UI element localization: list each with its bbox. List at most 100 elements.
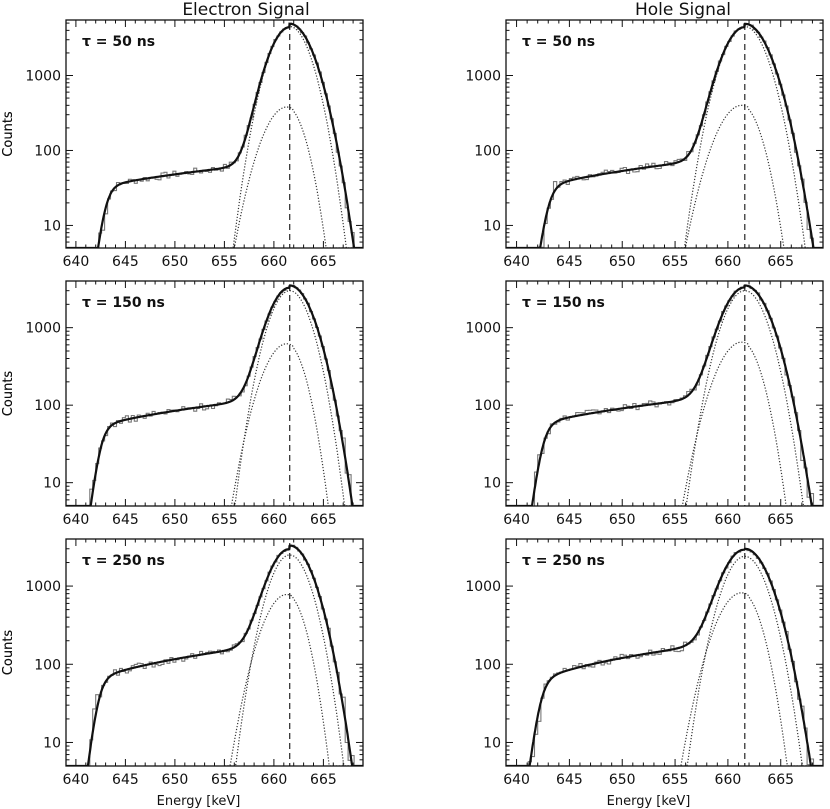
plot-area bbox=[66, 22, 363, 248]
tail-component bbox=[224, 593, 353, 766]
x-tick-label: 650 bbox=[162, 254, 189, 270]
total-fit bbox=[506, 547, 823, 766]
x-tick-label: 655 bbox=[211, 772, 238, 788]
x-tick-label: 665 bbox=[767, 772, 794, 788]
x-tick-label: 655 bbox=[662, 512, 689, 528]
y-tick-label: 1000 bbox=[25, 69, 61, 85]
tau-annotation: τ = 250 ns bbox=[522, 553, 605, 569]
y-tick-label: 10 bbox=[483, 735, 501, 751]
panel-electron-tau-150: 640 645 650 655 660 665 10 100 1000 Counts τ = 150… bbox=[1, 280, 364, 528]
plot-area bbox=[506, 284, 823, 506]
x-tick-label: 655 bbox=[211, 512, 238, 528]
histogram-series bbox=[66, 22, 363, 248]
x-tick-label: 655 bbox=[662, 772, 689, 788]
x-tick-label: 655 bbox=[211, 254, 238, 270]
y-tick-label: 100 bbox=[34, 398, 61, 414]
y-tick-label: 100 bbox=[474, 143, 501, 159]
x-tick-label: 665 bbox=[767, 512, 794, 528]
panel-electron-tau-250: 640 645 650 655 660 665 10 100 1000 Counts Energy … bbox=[1, 538, 364, 809]
y-tick-label: 1000 bbox=[465, 579, 501, 595]
plot-frame bbox=[65, 280, 364, 507]
y-tick-label: 100 bbox=[474, 657, 501, 673]
tau-annotation: τ = 50 ns bbox=[522, 34, 595, 50]
x-tick-label: 650 bbox=[609, 512, 636, 528]
y-tick-label: 1000 bbox=[25, 579, 61, 595]
y-tick-label: 1000 bbox=[465, 69, 501, 85]
total-fit bbox=[66, 22, 363, 248]
electron-column-title: Electron Signal bbox=[182, 0, 309, 20]
y-tick-label: 10 bbox=[483, 476, 501, 492]
tau-annotation: τ = 50 ns bbox=[82, 34, 155, 50]
plot-frame bbox=[505, 538, 824, 767]
y-axis-label: Counts bbox=[1, 371, 16, 417]
x-axis-label: Energy [keV] bbox=[607, 794, 691, 809]
y-axis-label: Counts bbox=[1, 630, 16, 676]
histogram-series bbox=[66, 284, 363, 506]
y-tick-label: 1000 bbox=[465, 321, 501, 337]
x-tick-label: 660 bbox=[715, 772, 742, 788]
tail-component bbox=[224, 343, 353, 506]
total-fit bbox=[506, 284, 823, 506]
x-tick-label: 660 bbox=[261, 254, 288, 270]
x-tick-label: 645 bbox=[556, 512, 583, 528]
x-tick-label: 655 bbox=[662, 254, 689, 270]
y-tick-label: 100 bbox=[474, 398, 501, 414]
y-tick-label: 10 bbox=[43, 735, 61, 751]
tau-annotation: τ = 150 ns bbox=[82, 295, 165, 311]
histogram-series bbox=[506, 284, 823, 506]
plot-frame bbox=[505, 19, 824, 249]
y-axis-label: Counts bbox=[1, 630, 16, 676]
total-fit bbox=[66, 284, 363, 506]
x-tick-label: 660 bbox=[715, 254, 742, 270]
tau-annotation: τ = 250 ns bbox=[82, 553, 165, 569]
panels-layer: 640 645 650 655 660 665 10 100 1000 Counts τ = 50 … bbox=[1, 19, 824, 809]
x-tick-label: 660 bbox=[261, 772, 288, 788]
hole-column-title: Hole Signal bbox=[635, 0, 731, 20]
x-tick-label: 665 bbox=[310, 512, 337, 528]
x-tick-label: 650 bbox=[609, 772, 636, 788]
x-tick-label: 640 bbox=[63, 772, 90, 788]
plot-frame bbox=[65, 19, 364, 249]
panel-hole-tau-150: 640 645 650 655 660 665 10 100 1000 Counts τ = 150… bbox=[1, 280, 824, 528]
histogram-series bbox=[506, 549, 823, 766]
gaussian-component bbox=[675, 25, 812, 248]
y-axis-label: Counts bbox=[1, 371, 16, 417]
plot-area bbox=[506, 543, 823, 766]
y-tick-label: 1000 bbox=[25, 321, 61, 337]
y-tick-label: 10 bbox=[43, 218, 61, 234]
y-axis-label: Counts bbox=[1, 111, 16, 157]
panel-hole-tau-50: 640 645 650 655 660 665 10 100 1000 Counts τ = 50 … bbox=[1, 19, 824, 270]
x-tick-label: 640 bbox=[503, 254, 530, 270]
total-fit bbox=[66, 544, 363, 766]
y-tick-label: 10 bbox=[43, 476, 61, 492]
x-tick-label: 640 bbox=[503, 772, 530, 788]
y-tick-label: 100 bbox=[34, 657, 61, 673]
gaussian-component bbox=[675, 290, 812, 506]
x-tick-label: 665 bbox=[310, 254, 337, 270]
y-tick-label: 100 bbox=[34, 143, 61, 159]
plot-frame bbox=[505, 280, 824, 507]
x-tick-label: 665 bbox=[310, 772, 337, 788]
tau-annotation: τ = 150 ns bbox=[522, 295, 605, 311]
x-tick-label: 645 bbox=[112, 512, 139, 528]
x-tick-label: 645 bbox=[556, 254, 583, 270]
x-tick-label: 660 bbox=[261, 512, 288, 528]
tail-component bbox=[675, 592, 812, 766]
x-tick-label: 645 bbox=[112, 254, 139, 270]
y-axis-label: Counts bbox=[1, 111, 16, 157]
x-tick-label: 640 bbox=[63, 254, 90, 270]
x-tick-label: 660 bbox=[715, 512, 742, 528]
panel-hole-tau-250: 640 645 650 655 660 665 10 100 1000 Counts Energy … bbox=[1, 538, 824, 809]
y-tick-label: 10 bbox=[483, 218, 501, 234]
x-tick-label: 645 bbox=[112, 772, 139, 788]
x-tick-label: 650 bbox=[162, 512, 189, 528]
histogram-series bbox=[506, 23, 823, 248]
plot-area bbox=[66, 284, 363, 506]
x-tick-label: 640 bbox=[503, 512, 530, 528]
x-tick-label: 650 bbox=[609, 254, 636, 270]
x-tick-label: 665 bbox=[767, 254, 794, 270]
histogram-series bbox=[66, 544, 363, 766]
x-axis-label: Energy [keV] bbox=[157, 794, 241, 809]
x-tick-label: 640 bbox=[63, 512, 90, 528]
